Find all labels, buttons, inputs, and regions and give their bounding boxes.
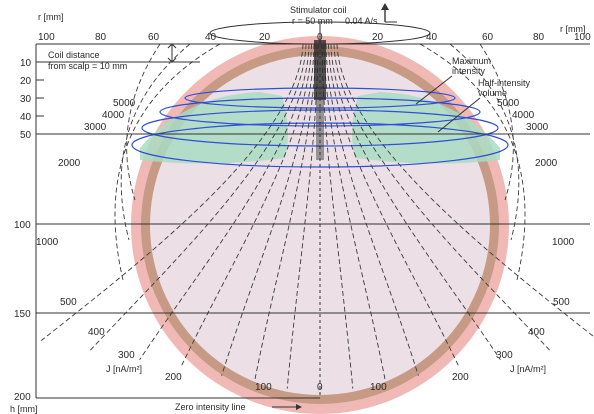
- zero-intensity-label: Zero intensity line: [175, 402, 246, 412]
- half-intensity-right: [352, 92, 500, 164]
- field-line: [40, 43, 304, 341]
- field-line: [120, 43, 191, 241]
- contour-labels-right: 5000 4000 3000 2000 1000 500 400 300 200…: [370, 98, 575, 393]
- left-tick: 30: [20, 94, 32, 105]
- axes: [35, 43, 590, 399]
- left-tick: 150: [14, 309, 31, 320]
- top-tick: 40: [205, 32, 217, 43]
- field-line: [139, 43, 310, 361]
- left-tick: 10: [20, 58, 32, 69]
- unit-label-left: J [nA/m²]: [106, 364, 142, 374]
- contour-label: 1000: [552, 237, 575, 248]
- field-line: [479, 43, 514, 201]
- top-tick: 80: [95, 32, 107, 43]
- field-lines: [40, 43, 594, 389]
- field-line: [114, 43, 221, 281]
- field-line: [419, 43, 526, 281]
- top-tick: 20: [259, 32, 271, 43]
- contour-label: 5000: [113, 98, 136, 109]
- contour-label: 100: [255, 382, 272, 393]
- top-tick: 60: [148, 32, 160, 43]
- arrow-up-icon: [381, 3, 389, 10]
- coil-radius: r = 50 mm: [292, 16, 333, 26]
- contour-label: 4000: [102, 110, 125, 121]
- contour-label: 300: [118, 350, 135, 361]
- field-line: [126, 43, 161, 201]
- r-axis-label-right: r [mm]: [560, 24, 586, 34]
- field-line: [253, 43, 317, 383]
- left-tick: 200: [14, 392, 31, 403]
- arrow-down-icon: [167, 43, 177, 49]
- contour-label: 5000: [497, 98, 520, 109]
- left-tick: 20: [20, 76, 32, 87]
- half-intensity-label: Half-intensity: [478, 78, 531, 88]
- contour-label: 400: [528, 327, 545, 338]
- half-intensity-label: volume: [478, 88, 507, 98]
- maximum-intensity-label: intensity: [452, 66, 486, 76]
- contour-label: 200: [165, 372, 182, 383]
- top-tick: 100: [38, 32, 55, 43]
- top-tick: 60: [482, 32, 494, 43]
- field-line: [449, 43, 520, 241]
- contour-label: 100: [370, 382, 387, 393]
- half-intensity-left: [140, 92, 288, 164]
- field-line: [336, 43, 594, 338]
- contour-label: 400: [88, 327, 105, 338]
- contour-label: 300: [496, 350, 513, 361]
- half-intensity-volume: [140, 92, 500, 164]
- arrow-right-icon: [296, 404, 302, 410]
- top-tick: 20: [372, 32, 384, 43]
- contour-label: 2000: [58, 158, 81, 169]
- left-tick: 40: [20, 112, 32, 123]
- top-tick: 100: [574, 32, 591, 43]
- contour-label: 500: [553, 297, 570, 308]
- top-tick: 40: [426, 32, 438, 43]
- contour-label: 1000: [36, 237, 59, 248]
- coil-title: Stimulator coil: [290, 5, 347, 15]
- contour-label: 4000: [512, 110, 535, 121]
- contour-labels-left: 5000 4000 3000 2000 1000 500 400 300 200…: [36, 98, 272, 393]
- field-line: [321, 43, 354, 389]
- contour-label-zero: 0: [317, 382, 323, 393]
- field-line: [323, 43, 387, 383]
- coil-distance-label: from scalp = 10 mm: [48, 61, 127, 71]
- unit-label-right: J [nA/m²]: [510, 364, 546, 374]
- top-tick: 0: [317, 32, 323, 43]
- contour-label: 3000: [84, 122, 107, 133]
- contour-label: 200: [452, 372, 469, 383]
- field-line: [325, 43, 419, 376]
- r-axis-label-left: r [mm]: [38, 12, 64, 22]
- contour-label: 3000: [526, 122, 549, 133]
- coil-distance-label: Coil distance: [48, 50, 100, 60]
- top-tick: 80: [533, 32, 545, 43]
- contour-label: 500: [60, 297, 77, 308]
- contour-label: 2000: [535, 158, 558, 169]
- field-line: [330, 43, 501, 361]
- coil-rate: 0.04 A/s: [345, 16, 378, 26]
- field-line: [221, 43, 315, 376]
- maximum-intensity-label: Maximum: [452, 56, 491, 66]
- left-tick: 50: [20, 130, 32, 141]
- left-tick: 100: [14, 220, 31, 231]
- field-line: [286, 43, 319, 389]
- h-axis-label: h [mm]: [10, 404, 38, 414]
